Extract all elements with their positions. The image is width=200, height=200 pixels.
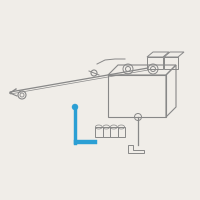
Bar <box>102 127 110 137</box>
Polygon shape <box>74 107 77 145</box>
Polygon shape <box>74 140 97 144</box>
Bar <box>110 127 118 137</box>
Bar <box>118 127 125 137</box>
Circle shape <box>72 104 78 110</box>
Bar <box>95 127 102 137</box>
